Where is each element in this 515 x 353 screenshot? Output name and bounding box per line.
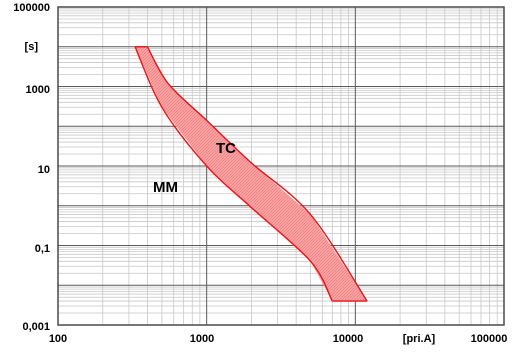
x-tick-label: 100: [49, 333, 67, 345]
band-area: [135, 46, 368, 302]
mm-curve-line: [134, 46, 333, 302]
y-tick-label: 100000: [13, 2, 50, 14]
y-tick-label: 10: [38, 164, 50, 176]
series-label-tc: TC: [216, 140, 236, 157]
tc-curve-line: [146, 46, 368, 302]
x-axis-unit: [pri.A]: [403, 333, 436, 345]
curve-band: [134, 46, 368, 302]
y-tick-label: 0,001: [22, 321, 50, 333]
x-tick-label: 100000: [471, 333, 508, 345]
series-label-mm: MM: [153, 179, 178, 196]
plot-frame: [57, 6, 505, 326]
y-tick-label: 1000: [26, 84, 50, 96]
y-tick-label: 0,1: [35, 243, 50, 255]
x-tick-label: 1000: [190, 333, 214, 345]
x-tick-label: 10000: [333, 333, 364, 345]
y-axis-unit: [s]: [25, 41, 39, 53]
